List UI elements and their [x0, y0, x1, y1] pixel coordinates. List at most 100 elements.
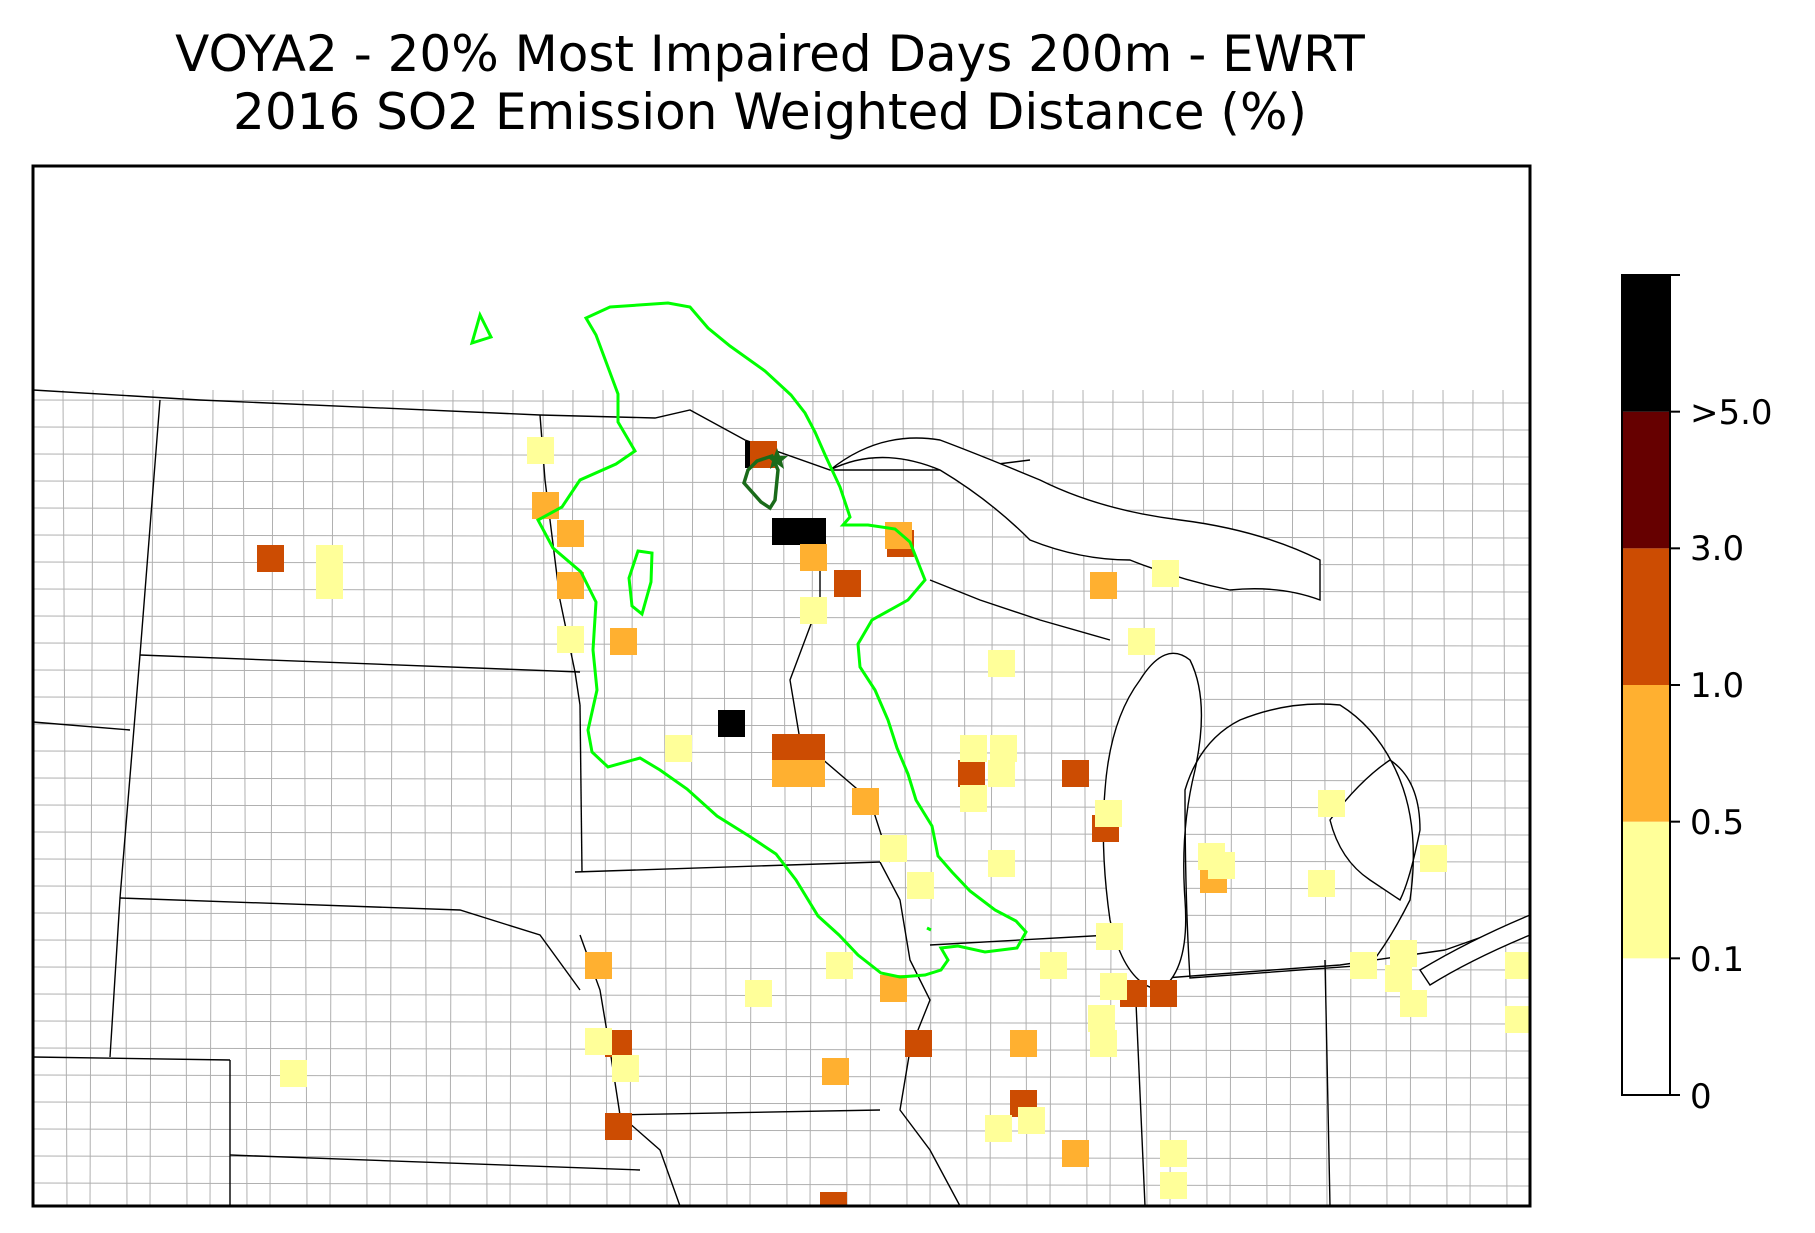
emission-cell [800, 544, 827, 571]
county-line [33, 588, 1530, 593]
emission-cell [1100, 973, 1127, 1000]
county-line [149, 389, 154, 1206]
emission-cell [834, 570, 861, 597]
county-line [542, 389, 548, 1206]
star-icon [766, 448, 788, 469]
county-line [122, 389, 128, 1206]
wy-border [33, 721, 131, 731]
emission-cell [772, 734, 799, 761]
mt-nd-border [119, 399, 161, 899]
county-line [989, 389, 994, 1206]
emission-cell [822, 1058, 849, 1085]
county-line [33, 723, 1530, 728]
emission-cell [280, 1060, 307, 1087]
title-line-1: VOYA2 - 20% Most Impaired Days 200m - EW… [175, 25, 1365, 83]
emission-cell [1385, 965, 1412, 992]
emission-cell [718, 710, 745, 737]
county-line [33, 993, 1530, 998]
colorbar-segment [1622, 548, 1670, 685]
emission-cell [557, 520, 584, 547]
great-lakes [829, 437, 1530, 991]
emission-cell [557, 626, 584, 653]
county-line [602, 389, 608, 1206]
title-line-2: 2016 SO2 Emission Weighted Distance (%) [233, 83, 1307, 141]
emission-cell [1152, 560, 1179, 587]
emission-cell [1090, 572, 1117, 599]
mn-ia-border [574, 861, 881, 873]
contour-outer-small-island [469, 310, 494, 346]
emission-cell [1318, 790, 1345, 817]
emission-cell [1062, 760, 1089, 787]
county-line [33, 1047, 1530, 1052]
emission-cell [605, 1113, 632, 1140]
emission-cell [988, 760, 1015, 787]
county-line [33, 1182, 1530, 1187]
emission-cell [1096, 923, 1123, 950]
county-line [1289, 389, 1294, 1206]
emission-cell [1040, 952, 1067, 979]
county-line [33, 615, 1530, 620]
county-line [33, 912, 1530, 917]
county-line [1229, 389, 1234, 1206]
county-line [209, 389, 214, 1206]
emission-cell [1150, 980, 1177, 1007]
county-line [1502, 389, 1508, 1206]
legend-tick-label: 1.0 [1690, 666, 1745, 706]
contour-outer-main [535, 301, 1028, 979]
emission-cell [1160, 1140, 1187, 1167]
colorbar-segment [1622, 275, 1670, 412]
emission-cell [1062, 1140, 1089, 1167]
county-line [449, 389, 454, 1206]
emission-cell [1095, 800, 1122, 827]
emission-cell [257, 545, 284, 572]
county-line [33, 1020, 1530, 1025]
ne-wy-border [109, 897, 121, 1058]
emission-cell [665, 735, 692, 762]
county-line [33, 426, 1530, 431]
mn-sd-border [579, 704, 583, 873]
lake-superior [829, 437, 1321, 602]
mississippi-river [879, 861, 961, 1206]
emission-cell [852, 788, 879, 815]
colorbar-segment [1622, 685, 1670, 822]
ne-ks-border [33, 1056, 231, 1061]
contour-outer [469, 301, 1028, 979]
ia-mo-border [609, 1109, 881, 1116]
emission-cell [745, 980, 772, 1007]
nd-sd-border [139, 654, 581, 673]
emission-cell [772, 518, 799, 545]
emission-cell [960, 735, 987, 762]
emission-cell [1350, 952, 1377, 979]
contour-outer-lake-loop [627, 549, 654, 617]
county-line [662, 389, 668, 1206]
county-line [33, 1101, 1530, 1106]
county-line [722, 389, 728, 1206]
county-line [182, 389, 188, 1206]
emission-cell [826, 952, 853, 979]
county-line [33, 669, 1530, 674]
emission-cell [557, 572, 584, 599]
emission-cell [316, 545, 343, 572]
emission-cell [820, 1192, 847, 1206]
county-line [33, 831, 1530, 836]
emission-cell [907, 872, 934, 899]
sd-ne-border [119, 897, 581, 991]
county-line [33, 1128, 1530, 1133]
legend-tick-label: 0.1 [1690, 940, 1745, 980]
in-oh-border [1324, 959, 1331, 1206]
emission-cell [1400, 990, 1427, 1017]
contour-outer-southern-dot [926, 926, 932, 932]
county-line [929, 389, 934, 1206]
legend-tick-label: >5.0 [1690, 393, 1773, 433]
county-line [33, 399, 1530, 404]
il-in-border [1134, 979, 1146, 1206]
county-line [422, 389, 428, 1206]
emission-cell [960, 785, 987, 812]
county-line [389, 389, 394, 1206]
emission-cell [612, 1055, 639, 1082]
emission-cell [798, 734, 825, 761]
emission-cell [1090, 1030, 1117, 1057]
lake-huron [1329, 759, 1421, 902]
emission-cell [1198, 843, 1225, 870]
colorbar [1621, 274, 1680, 1096]
